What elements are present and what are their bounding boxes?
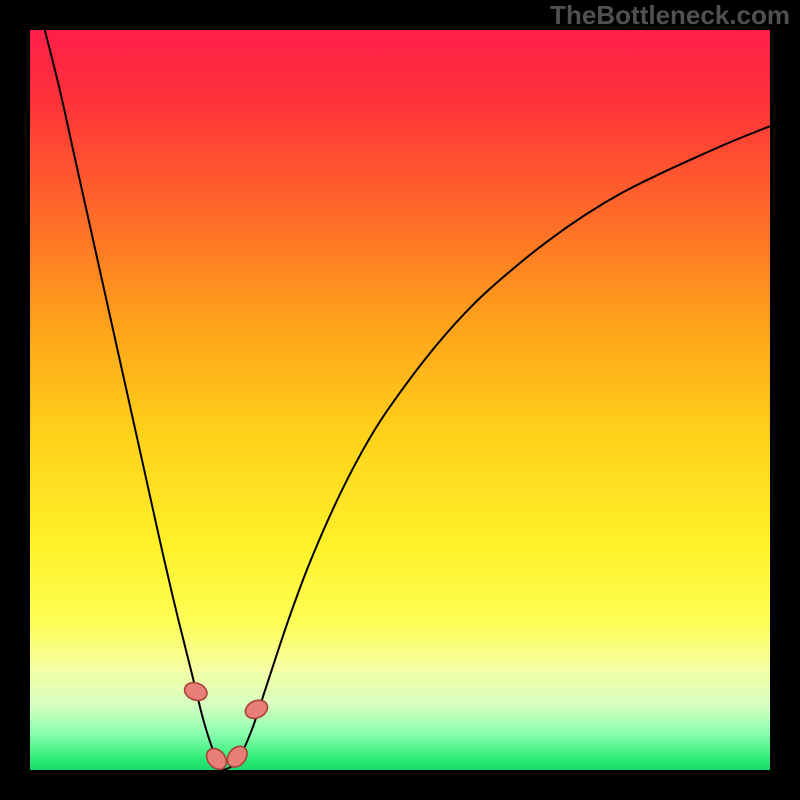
chart-canvas: TheBottleneck.com: [0, 0, 800, 800]
watermark-text: TheBottleneck.com: [550, 0, 790, 31]
curve-layer: [30, 30, 770, 770]
gradient-background: [30, 30, 770, 770]
plot-area: [30, 30, 770, 770]
